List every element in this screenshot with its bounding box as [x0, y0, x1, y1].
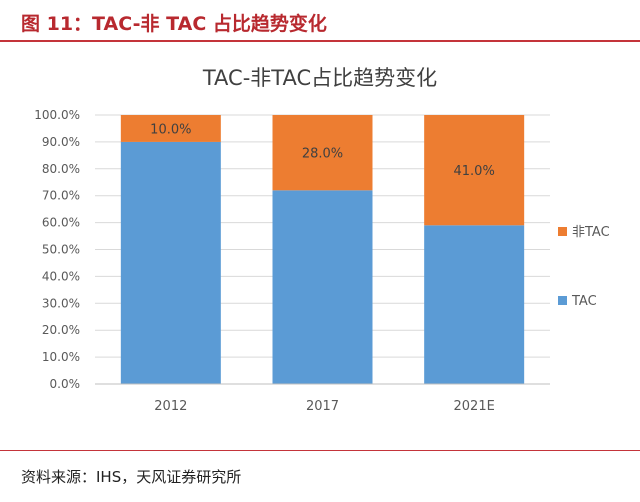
y-tick-label: 60.0%	[42, 216, 80, 230]
data-label: 41.0%	[454, 164, 495, 179]
bar-non-tac	[120, 115, 221, 142]
bar-tac	[120, 141, 221, 384]
y-tick-label: 40.0%	[42, 269, 80, 283]
chart-area: TAC-非TAC占比趋势变化 0.0% 10.0% 20.0% 30.0% 40.0% 50…	[0, 48, 640, 446]
header-rule	[0, 40, 640, 42]
y-tick-label: 0.0%	[50, 377, 81, 391]
stacked-bar-chart: TAC-非TAC占比趋势变化 0.0% 10.0% 20.0% 30.0% 40.0% 50…	[34, 66, 610, 414]
x-tick-label: 2021E	[454, 399, 495, 414]
y-tick-label: 30.0%	[42, 296, 80, 310]
y-tick-label: 50.0%	[42, 243, 80, 257]
x-tick-label: 2012	[154, 399, 187, 414]
figure-header: 图 11：TAC-非 TAC 占比趋势变化	[0, 0, 640, 44]
bar-tac	[272, 190, 373, 384]
legend-label: 非TAC	[572, 225, 610, 240]
y-tick-label: 80.0%	[42, 162, 80, 176]
y-tick-label: 70.0%	[42, 189, 80, 203]
y-tick-label: 100.0%	[34, 108, 80, 122]
figure-caption: 图 11：TAC-非 TAC 占比趋势变化	[21, 13, 327, 35]
bar-non-tac	[272, 115, 373, 191]
bar-tac	[424, 225, 525, 384]
x-tick-label: 2017	[306, 399, 339, 414]
data-label: 10.0%	[150, 122, 191, 137]
data-label: 28.0%	[302, 147, 343, 162]
footer-rule	[0, 450, 640, 451]
legend-label: TAC	[571, 294, 597, 309]
y-tick-label: 90.0%	[42, 135, 80, 149]
legend-swatch	[558, 227, 567, 236]
source-note: 资料来源：IHS，天风证券研究所	[21, 468, 242, 486]
y-tick-label: 10.0%	[42, 350, 80, 364]
bar-non-tac	[424, 115, 525, 226]
legend-swatch	[558, 296, 567, 305]
chart-title: TAC-非TAC占比趋势变化	[202, 66, 437, 90]
y-tick-label: 20.0%	[42, 323, 80, 337]
